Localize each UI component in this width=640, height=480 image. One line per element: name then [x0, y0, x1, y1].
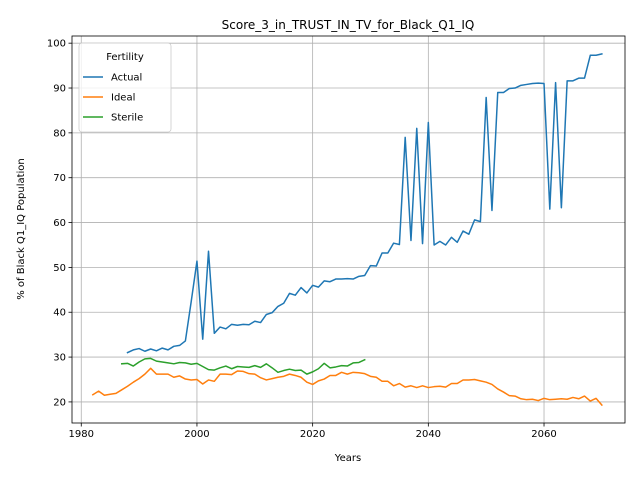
chart-title: Score_3_in_TRUST_IN_TV_for_Black_Q1_IQ [222, 18, 475, 32]
grid [72, 36, 625, 423]
legend: Fertility Actual Ideal Sterile [78, 42, 172, 133]
y-tick-label: 60 [53, 218, 66, 229]
y-tick-label: 20 [53, 397, 66, 408]
y-tick-label: 30 [53, 353, 66, 364]
y-tick-label: 100 [47, 39, 66, 50]
legend-title: Fertility [106, 52, 144, 63]
series-line-sterile [120, 357, 366, 375]
x-tick-label: 2000 [184, 429, 209, 440]
plot-frame [71, 35, 626, 424]
y-tick-label: 80 [53, 128, 66, 139]
y-axis-label: % of Black Q1_IQ Population [16, 158, 27, 300]
y-tick-label: 70 [53, 173, 66, 184]
legend-label-sterile: Sterile [111, 113, 143, 124]
axis-ticks: 1980 2000 2020 2040 2060 20 30 40 50 60 70 80 90 100 [47, 39, 557, 440]
x-tick-label: 1980 [69, 429, 94, 440]
y-tick-label: 50 [53, 263, 66, 274]
x-axis-label: Years [334, 453, 361, 464]
x-tick-label: 2060 [531, 429, 556, 440]
x-tick-label: 2040 [416, 429, 441, 440]
y-tick-label: 40 [53, 308, 66, 319]
series-line-ideal [91, 367, 603, 407]
y-tick-label: 90 [53, 84, 66, 95]
legend-box [78, 42, 172, 133]
legend-label-actual: Actual [111, 73, 142, 84]
x-tick-label: 2020 [300, 429, 325, 440]
legend-label-ideal: Ideal [111, 93, 135, 104]
series-lines [91, 53, 603, 407]
series-line-actual [126, 53, 603, 354]
